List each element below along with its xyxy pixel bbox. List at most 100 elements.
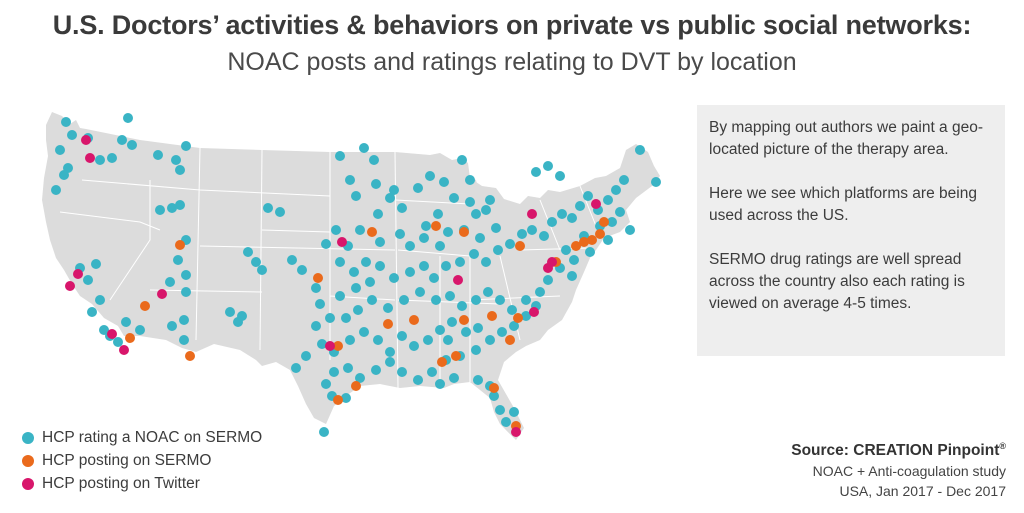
sermo-rating-marker (429, 273, 439, 283)
sermo-post-marker (599, 217, 609, 227)
sermo-rating-marker (471, 295, 481, 305)
sermo-rating-marker (625, 225, 635, 235)
page-title: U.S. Doctors’ activities & behaviors on … (52, 10, 972, 40)
sermo-rating-marker (517, 229, 527, 239)
sermo-rating-marker (583, 191, 593, 201)
sermo-post-marker (579, 237, 589, 247)
twitter-post-marker (85, 153, 95, 163)
sermo-rating-marker (409, 341, 419, 351)
source-period: USA, Jan 2017 - Dec 2017 (839, 483, 1006, 500)
sermo-rating-marker (341, 313, 351, 323)
sermo-rating-marker (443, 335, 453, 345)
sermo-rating-marker (521, 311, 531, 321)
sermo-rating-marker (505, 239, 515, 249)
sermo-rating-marker (113, 337, 123, 347)
sermo-rating-marker (181, 270, 191, 280)
legend: HCP rating a NOAC on SERMO HCP posting o… (22, 426, 262, 495)
twitter-post-marker (73, 269, 83, 279)
sermo-rating-marker (155, 205, 165, 215)
twitter-post-marker (511, 427, 521, 437)
sermo-rating-marker (495, 295, 505, 305)
twitter-post-marker (591, 199, 601, 209)
sermo-rating-marker (335, 291, 345, 301)
sermo-post-marker (367, 227, 377, 237)
legend-label: HCP posting on Twitter (42, 474, 200, 492)
sermo-post-marker (333, 395, 343, 405)
sermo-rating-marker (493, 245, 503, 255)
sermo-rating-marker (509, 407, 519, 417)
sermo-rating-marker (449, 193, 459, 203)
sermo-rating-marker (567, 213, 577, 223)
sermo-rating-marker (457, 155, 467, 165)
sermo-rating-marker (471, 345, 481, 355)
sermo-post-marker (437, 357, 447, 367)
twitter-post-marker (119, 345, 129, 355)
sermo-rating-marker (67, 130, 77, 140)
sermo-post-marker (125, 333, 135, 343)
sermo-post-marker (140, 301, 150, 311)
sermo-rating-marker (317, 339, 327, 349)
sermo-rating-marker (385, 357, 395, 367)
sermo-rating-marker (331, 225, 341, 235)
sermo-rating-marker (373, 335, 383, 345)
sermo-post-marker (351, 381, 361, 391)
sermo-rating-marker (95, 155, 105, 165)
sermo-rating-marker (51, 185, 61, 195)
twitter-post-marker (453, 275, 463, 285)
sermo-rating-marker (311, 283, 321, 293)
sermo-rating-marker (465, 197, 475, 207)
sermo-rating-marker (345, 175, 355, 185)
twitter-post-marker (107, 329, 117, 339)
sermo-rating-marker (355, 373, 365, 383)
info-box: By mapping out authors we paint a geo-lo… (697, 105, 1005, 356)
teal-dot-icon (22, 431, 34, 444)
sermo-rating-marker (439, 177, 449, 187)
sermo-rating-marker (445, 291, 455, 301)
sermo-rating-marker (373, 209, 383, 219)
twitter-post-marker (325, 341, 335, 351)
sermo-rating-marker (619, 175, 629, 185)
sermo-post-marker (185, 351, 195, 361)
sermo-post-marker (383, 319, 393, 329)
sermo-rating-marker (291, 363, 301, 373)
sermo-rating-marker (369, 155, 379, 165)
sermo-rating-marker (397, 367, 407, 377)
info-paragraph: Here we see which platforms are being us… (709, 185, 977, 224)
sermo-rating-marker (443, 227, 453, 237)
source-study: NOAC + Anti-coagulation study (812, 463, 1006, 480)
sermo-rating-marker (233, 317, 243, 327)
sermo-rating-marker (495, 405, 505, 415)
sermo-rating-marker (507, 305, 517, 315)
twitter-post-marker (157, 289, 167, 299)
sermo-post-marker (489, 383, 499, 393)
sermo-rating-marker (543, 161, 553, 171)
sermo-rating-marker (107, 153, 117, 163)
source-title-text: Source: CREATION Pinpoint (791, 442, 1000, 460)
source-block: Source: CREATION Pinpoint® NOAC + Anti-c… (791, 436, 1006, 501)
sermo-rating-marker (435, 379, 445, 389)
sermo-rating-marker (297, 265, 307, 275)
sermo-rating-marker (481, 257, 491, 267)
sermo-rating-marker (567, 271, 577, 281)
sermo-rating-marker (355, 225, 365, 235)
sermo-rating-marker (275, 207, 285, 217)
sermo-rating-marker (449, 373, 459, 383)
sermo-rating-marker (585, 247, 595, 257)
sermo-rating-marker (435, 325, 445, 335)
sermo-rating-marker (651, 177, 661, 187)
twitter-post-marker (527, 209, 537, 219)
sermo-rating-marker (319, 427, 329, 437)
sermo-rating-marker (371, 365, 381, 375)
sermo-rating-marker (531, 167, 541, 177)
sermo-rating-marker (431, 295, 441, 305)
map-markers (51, 113, 661, 437)
twitter-post-marker (81, 135, 91, 145)
legend-label: HCP posting on SERMO (42, 451, 212, 469)
sermo-rating-marker (385, 193, 395, 203)
sermo-rating-marker (123, 113, 133, 123)
sermo-rating-marker (455, 257, 465, 267)
sermo-rating-marker (301, 351, 311, 361)
sermo-rating-marker (555, 171, 565, 181)
sermo-rating-marker (257, 265, 267, 275)
